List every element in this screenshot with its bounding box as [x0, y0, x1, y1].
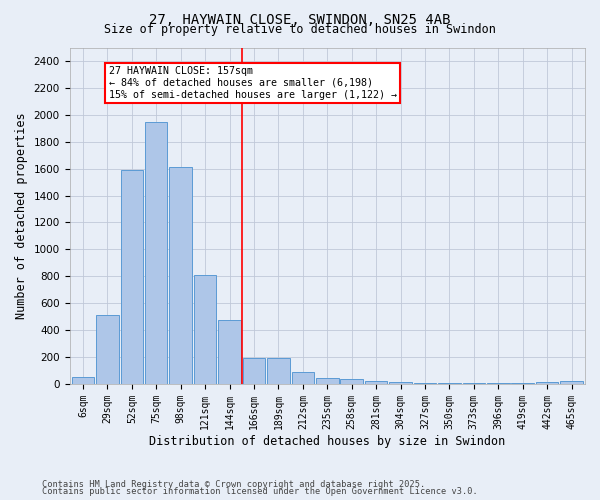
- Text: 27, HAYWAIN CLOSE, SWINDON, SN25 4AB: 27, HAYWAIN CLOSE, SWINDON, SN25 4AB: [149, 12, 451, 26]
- Bar: [121, 170, 143, 384]
- Bar: [292, 372, 314, 384]
- X-axis label: Distribution of detached houses by size in Swindon: Distribution of detached houses by size …: [149, 434, 505, 448]
- Bar: [96, 316, 119, 384]
- Text: Contains public sector information licensed under the Open Government Licence v3: Contains public sector information licen…: [42, 487, 478, 496]
- Bar: [145, 122, 167, 384]
- Bar: [340, 380, 363, 384]
- Bar: [194, 275, 217, 384]
- Bar: [218, 320, 241, 384]
- Bar: [316, 378, 338, 384]
- Text: Size of property relative to detached houses in Swindon: Size of property relative to detached ho…: [104, 22, 496, 36]
- Y-axis label: Number of detached properties: Number of detached properties: [15, 112, 28, 319]
- Text: Contains HM Land Registry data © Crown copyright and database right 2025.: Contains HM Land Registry data © Crown c…: [42, 480, 425, 489]
- Bar: [389, 382, 412, 384]
- Bar: [267, 358, 290, 384]
- Bar: [365, 380, 388, 384]
- Bar: [243, 358, 265, 384]
- Bar: [72, 376, 94, 384]
- Bar: [536, 382, 559, 384]
- Text: 27 HAYWAIN CLOSE: 157sqm
← 84% of detached houses are smaller (6,198)
15% of sem: 27 HAYWAIN CLOSE: 157sqm ← 84% of detach…: [109, 66, 397, 100]
- Bar: [169, 168, 192, 384]
- Bar: [560, 380, 583, 384]
